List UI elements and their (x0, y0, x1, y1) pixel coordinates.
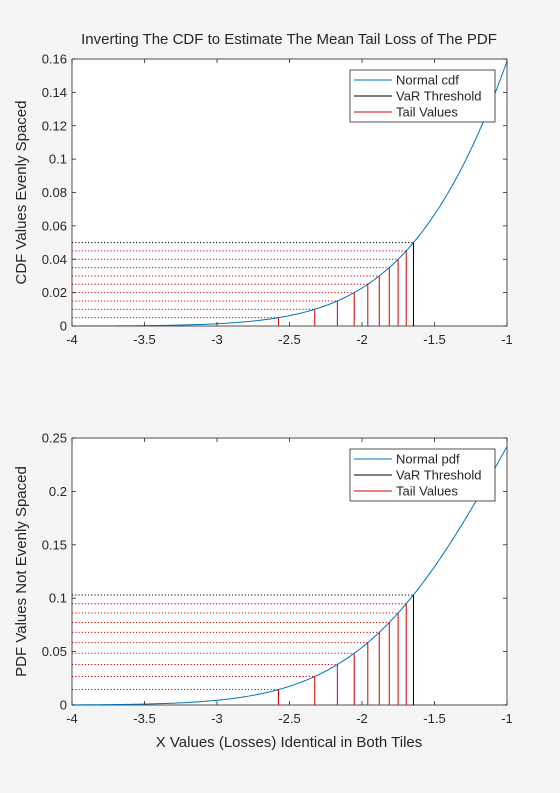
y-tick-label: 0.05 (42, 644, 67, 659)
x-tick-label: -3.5 (133, 711, 155, 726)
x-tick-label: -2 (356, 332, 368, 347)
legend-label: VaR Threshold (396, 89, 482, 104)
y-tick-label: 0.25 (42, 431, 67, 446)
y-tick-label: 0.2 (49, 484, 67, 499)
legend-label: Tail Values (396, 484, 458, 499)
shared-xlabel: X Values (Losses) Identical in Both Tile… (156, 734, 423, 751)
y-tick-label: 0.04 (42, 252, 67, 267)
y-tick-label: 0.15 (42, 537, 67, 552)
y-tick-label: 0.1 (49, 152, 67, 167)
y-tick-label: 0.02 (42, 285, 67, 300)
y-tick-label: 0.14 (42, 85, 67, 100)
y-tick-label: 0.12 (42, 118, 67, 133)
y-tick-label: 0.16 (42, 52, 67, 67)
x-tick-label: -1.5 (423, 711, 445, 726)
legend-label: Tail Values (396, 105, 458, 120)
y-tick-label: 0.06 (42, 218, 67, 233)
x-tick-label: -1 (501, 332, 513, 347)
y-tick-label: 0 (60, 319, 67, 334)
y-tick-label: 0.08 (42, 185, 67, 200)
figure-title: Inverting The CDF to Estimate The Mean T… (81, 31, 497, 48)
y-axis-label: PDF Values Not Evenly Spaced (13, 466, 30, 677)
x-tick-label: -3 (211, 711, 223, 726)
x-tick-label: -1.5 (423, 332, 445, 347)
plot-content (72, 61, 507, 326)
x-tick-label: -3.5 (133, 332, 155, 347)
pdf-panel: -4 -3.5 -3 -2.5 -2 -1.5 -1 0 0.05 0.1 0.15 0.2 0.25 P… (13, 431, 513, 727)
legend-label: Normal pdf (396, 452, 460, 467)
x-tick-label: -4 (66, 332, 78, 347)
x-tick-label: -1 (501, 711, 513, 726)
x-tick-label: -4 (66, 711, 78, 726)
legend-label: Normal cdf (396, 73, 459, 88)
legend-label: VaR Threshold (396, 468, 482, 483)
x-tick-label: -2 (356, 711, 368, 726)
y-axis-label: CDF Values Evenly Spaced (13, 101, 30, 285)
y-tick-label: 0.1 (49, 591, 67, 606)
cdf-panel: -4 -3.5 -3 -2.5 -2 -1.5 -1 0 0.02 0.04 0.06 0.08 0.1… (13, 52, 513, 348)
y-tick-label: 0 (60, 698, 67, 713)
x-tick-label: -2.5 (278, 711, 300, 726)
x-tick-label: -3 (211, 332, 223, 347)
x-tick-label: -2.5 (278, 332, 300, 347)
